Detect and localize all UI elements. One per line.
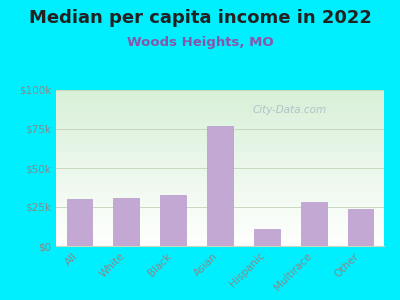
Bar <box>114 198 139 246</box>
Bar <box>254 229 280 246</box>
Bar <box>66 199 92 246</box>
Bar <box>301 202 326 246</box>
Bar <box>207 126 233 246</box>
Bar <box>348 208 374 246</box>
Text: Median per capita income in 2022: Median per capita income in 2022 <box>28 9 372 27</box>
Bar <box>160 194 186 246</box>
Text: Woods Heights, MO: Woods Heights, MO <box>127 36 273 49</box>
Text: City-Data.com: City-Data.com <box>253 105 327 115</box>
